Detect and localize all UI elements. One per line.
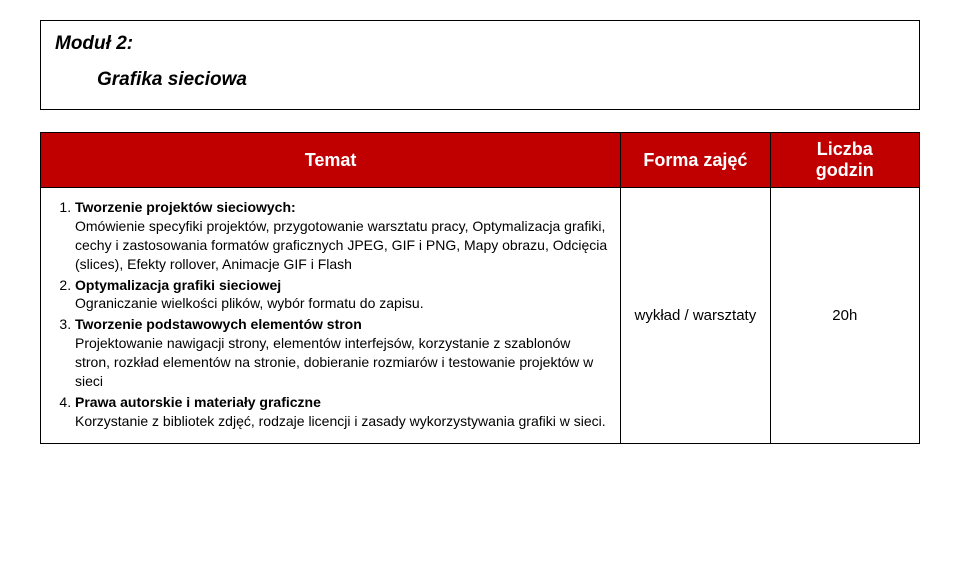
header-liczba: Liczba godzin [770, 133, 919, 188]
module-title: Moduł 2: [55, 33, 905, 55]
table-header-row: Temat Forma zajęć Liczba godzin [41, 133, 920, 188]
header-temat: Temat [41, 133, 621, 188]
page: Moduł 2: Grafika sieciowa Temat Forma za… [0, 0, 960, 444]
topic-title: Tworzenie projektów sieciowych: [75, 199, 296, 215]
list-item: Prawa autorskie i materiały graficzne Ko… [75, 393, 608, 431]
topic-body: Ograniczanie wielkości plików, wybór for… [75, 295, 424, 311]
cell-forma: wykład / warsztaty [621, 188, 770, 444]
topic-title: Prawa autorskie i materiały graficzne [75, 394, 321, 410]
topic-body: Omówienie specyfiki projektów, przygotow… [75, 218, 607, 272]
topic-title: Optymalizacja grafiki sieciowej [75, 277, 281, 293]
topic-body: Projektowanie nawigacji strony, elementó… [75, 335, 593, 389]
list-item: Tworzenie podstawowych elementów stron P… [75, 315, 608, 391]
topic-title: Tworzenie podstawowych elementów stron [75, 316, 362, 332]
topics-list: Tworzenie projektów sieciowych: Omówieni… [53, 198, 608, 431]
cell-topics: Tworzenie projektów sieciowych: Omówieni… [41, 188, 621, 444]
cell-godzin: 20h [770, 188, 919, 444]
module-header-box: Moduł 2: Grafika sieciowa [40, 20, 920, 110]
list-item: Tworzenie projektów sieciowych: Omówieni… [75, 198, 608, 274]
topics-table: Temat Forma zajęć Liczba godzin Tworzeni… [40, 132, 920, 444]
topic-body: Korzystanie z bibliotek zdjęć, rodzaje l… [75, 413, 606, 429]
header-liczba-l1: Liczba [775, 139, 915, 160]
header-liczba-l2: godzin [775, 160, 915, 181]
table-row: Tworzenie projektów sieciowych: Omówieni… [41, 188, 920, 444]
list-item: Optymalizacja grafiki sieciowej Ogranicz… [75, 276, 608, 314]
header-forma: Forma zajęć [621, 133, 770, 188]
module-subtitle: Grafika sieciowa [97, 69, 905, 91]
